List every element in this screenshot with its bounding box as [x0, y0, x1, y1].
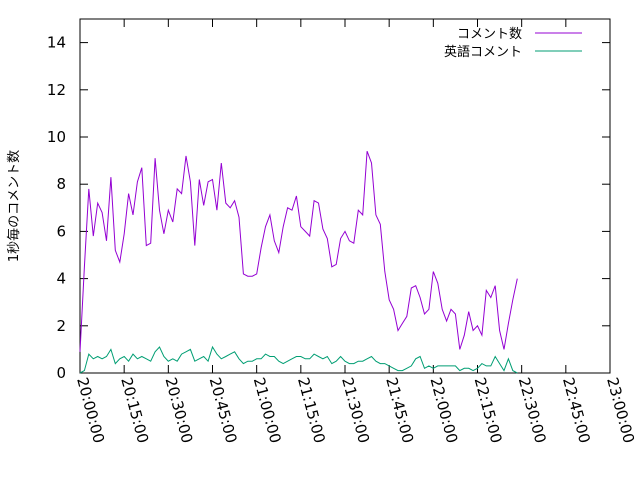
x-tick-label: 21:15:00 — [294, 375, 329, 445]
legend-label-2: 英語コメント — [444, 44, 522, 60]
x-tick-label: 20:00:00 — [73, 375, 108, 445]
series-layer — [79, 151, 518, 374]
x-tick-label: 20:30:00 — [161, 375, 196, 445]
y-tick-label: 12 — [47, 81, 66, 99]
y-tick-label: 6 — [56, 222, 66, 240]
x-tick-label: 22:00:00 — [426, 375, 461, 445]
series-line-2 — [79, 345, 518, 374]
x-tick-label: 20:45:00 — [206, 375, 241, 445]
y-ticks: 0 2 4 6 8 10 12 14 — [47, 34, 610, 382]
plot-frame — [79, 18, 611, 374]
x-tick-label: 21:45:00 — [382, 375, 417, 445]
y-tick-label: 10 — [47, 128, 66, 146]
y-axis-label: 1秒毎のコメント数 — [6, 150, 22, 262]
x-tick-label: 20:15:00 — [117, 375, 152, 445]
x-tick-label: 22:45:00 — [559, 375, 594, 445]
y-tick-label: 14 — [47, 34, 66, 52]
x-tick-label: 21:00:00 — [250, 375, 285, 445]
y-tick-label: 4 — [56, 270, 66, 288]
y-tick-label: 8 — [56, 175, 66, 193]
series-line-1 — [79, 151, 518, 352]
x-tick-label: 23:00:00 — [603, 375, 638, 445]
x-tick-label: 22:30:00 — [515, 375, 550, 445]
x-tick-label: 22:15:00 — [471, 375, 506, 445]
x-tick-label: 21:30:00 — [338, 375, 373, 445]
legend-label-1: コメント数 — [457, 27, 522, 42]
y-tick-label: 0 — [56, 364, 66, 382]
y-tick-label: 2 — [56, 317, 66, 335]
